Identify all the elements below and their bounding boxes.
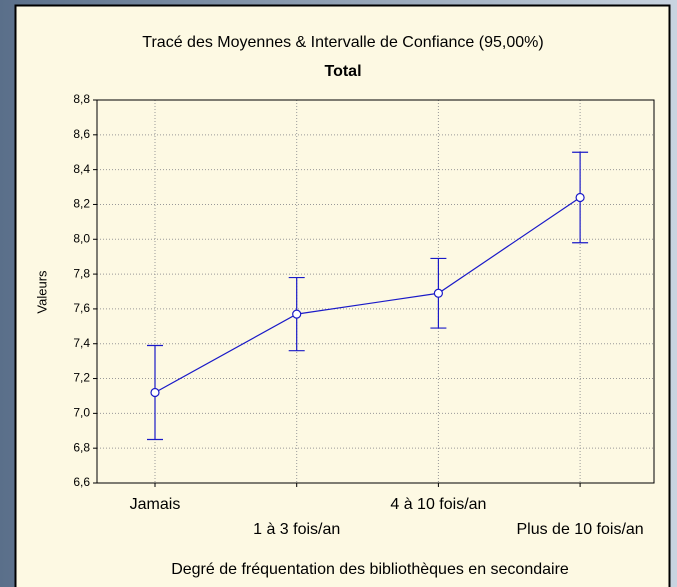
chart-title: Tracé des Moyennes & Intervalle de Confi… <box>142 34 543 51</box>
x-tick-label: 1 à 3 fois/an <box>253 521 340 538</box>
y-tick-label: 6,6 <box>73 475 90 489</box>
y-tick-label: 6,8 <box>73 440 90 454</box>
plot-frame <box>96 99 655 484</box>
y-tick-label: 7,8 <box>73 266 90 280</box>
y-tick-label: 7,4 <box>73 336 90 350</box>
x-tick-label: Jamais <box>130 496 181 513</box>
x-axis-label: Degré de fréquentation des bibliothèques… <box>171 561 569 578</box>
y-tick-label: 8,0 <box>73 231 90 245</box>
y-tick-label: 8,4 <box>73 162 90 176</box>
y-axis-label: Valeurs <box>34 270 49 314</box>
x-tick-label: Plus de 10 fois/an <box>516 521 643 538</box>
x-tick-label: 4 à 10 fois/an <box>390 496 486 513</box>
y-tick-label: 7,6 <box>73 301 90 315</box>
y-tick-label: 7,2 <box>73 371 90 385</box>
data-point <box>433 288 443 298</box>
data-line <box>154 196 581 393</box>
y-tick-label: 8,2 <box>73 197 90 211</box>
plot-area <box>97 100 654 483</box>
data-point <box>575 192 585 203</box>
y-tick-label: 8,6 <box>73 127 90 141</box>
chart-subtitle: Total <box>324 63 361 80</box>
data-point <box>150 387 160 398</box>
y-tick-label: 7,0 <box>73 406 90 420</box>
y-tick-label: 8,8 <box>73 92 90 106</box>
data-point <box>292 309 302 319</box>
